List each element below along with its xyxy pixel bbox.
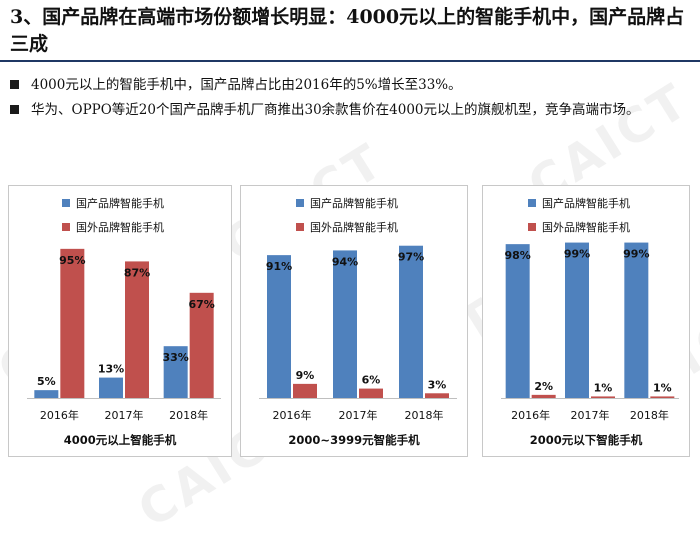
data-label: 1%: [653, 381, 672, 394]
data-label: 1%: [594, 381, 613, 394]
bar: [163, 346, 188, 398]
data-label: 67%: [188, 298, 214, 311]
legend-swatch: [62, 199, 70, 207]
legend-label: 国外品牌智能手机: [542, 220, 630, 234]
title-divider: [0, 60, 700, 62]
legend-label: 国产品牌智能手机: [542, 196, 630, 210]
data-label: 87%: [124, 266, 150, 279]
data-label: 91%: [266, 260, 292, 273]
bar: [189, 292, 214, 398]
bar: [34, 390, 59, 398]
legend-label: 国外品牌智能手机: [310, 220, 398, 234]
bar: [565, 242, 589, 398]
legend-swatch: [62, 223, 70, 231]
legend-swatch: [296, 223, 304, 231]
bullet-list: 4000元以上的智能手机中，国产品牌占比由2016年的5%增长至33%。 华为、…: [10, 74, 690, 124]
legend-swatch: [296, 199, 304, 207]
x-tick-label: 2018年: [630, 408, 669, 422]
chart-caption: 4000元以上智能手机: [63, 433, 177, 447]
chart-caption: 2000~3999元智能手机: [288, 433, 420, 447]
bullet-item: 华为、OPPO等近20个国产品牌手机厂商推出30余款售价在4000元以上的旗舰机…: [10, 99, 690, 121]
data-label: 99%: [623, 248, 649, 261]
bullet-text: 华为、OPPO等近20个国产品牌手机厂商推出30余款售价在4000元以上的旗舰机…: [31, 102, 640, 118]
chart-panel-4000-plus: 国产品牌智能手机 国外品牌智能手机 5% 95% 2016年 13% 87% 2017年 33%…: [8, 185, 232, 457]
bar: [359, 388, 383, 398]
bar: [505, 244, 530, 398]
chart-panel-under-2000: 国产品牌智能手机 国外品牌智能手机 98% 2% 2016年 99% 1% 2017年 99% 1…: [482, 185, 690, 457]
square-bullet-icon: [10, 80, 19, 89]
data-label: 2%: [534, 380, 553, 393]
data-label: 98%: [504, 249, 530, 262]
legend-swatch: [528, 199, 536, 207]
bar: [293, 383, 317, 398]
bar: [99, 377, 123, 398]
data-label: 99%: [564, 248, 590, 261]
data-label: 6%: [362, 374, 381, 387]
x-tick-label: 2016年: [511, 408, 550, 422]
data-label: 95%: [59, 254, 85, 267]
legend-swatch: [528, 223, 536, 231]
bar: [425, 393, 449, 398]
x-tick-label: 2018年: [405, 408, 444, 422]
bar: [591, 396, 615, 398]
data-label: 94%: [332, 255, 358, 268]
x-tick-label: 2016年: [40, 408, 79, 422]
legend-label: 国产品牌智能手机: [76, 196, 164, 210]
x-tick-label: 2017年: [105, 408, 144, 422]
bar: [399, 245, 423, 398]
data-label: 3%: [428, 378, 447, 391]
bar: [650, 396, 675, 398]
data-label: 13%: [98, 363, 124, 376]
legend-label: 国产品牌智能手机: [310, 196, 398, 210]
x-tick-label: 2018年: [169, 408, 208, 422]
data-label: 5%: [37, 375, 56, 388]
page-title: 3、国产品牌在高端市场份额增长明显：4000元以上的智能手机中，国产品牌占三成: [10, 6, 685, 55]
data-label: 33%: [162, 351, 188, 364]
data-label: 9%: [296, 369, 315, 382]
bar: [60, 248, 85, 398]
bar: [531, 394, 556, 398]
x-tick-label: 2017年: [339, 408, 378, 422]
chart-panel-2000-3999: 国产品牌智能手机 国外品牌智能手机 91% 9% 2016年 94% 6% 2017年 97% 3…: [240, 185, 468, 457]
bar: [125, 261, 149, 398]
legend-label: 国外品牌智能手机: [76, 220, 164, 234]
bullet-item: 4000元以上的智能手机中，国产品牌占比由2016年的5%增长至33%。: [10, 74, 690, 96]
data-label: 97%: [398, 251, 424, 264]
bar: [333, 250, 357, 398]
chart-caption: 2000元以下智能手机: [529, 433, 643, 447]
bar: [267, 255, 291, 398]
x-tick-label: 2017年: [571, 408, 610, 422]
bar: [624, 242, 649, 398]
bullet-text: 4000元以上的智能手机中，国产品牌占比由2016年的5%增长至33%。: [31, 77, 462, 93]
x-tick-label: 2016年: [273, 408, 312, 422]
square-bullet-icon: [10, 105, 19, 114]
